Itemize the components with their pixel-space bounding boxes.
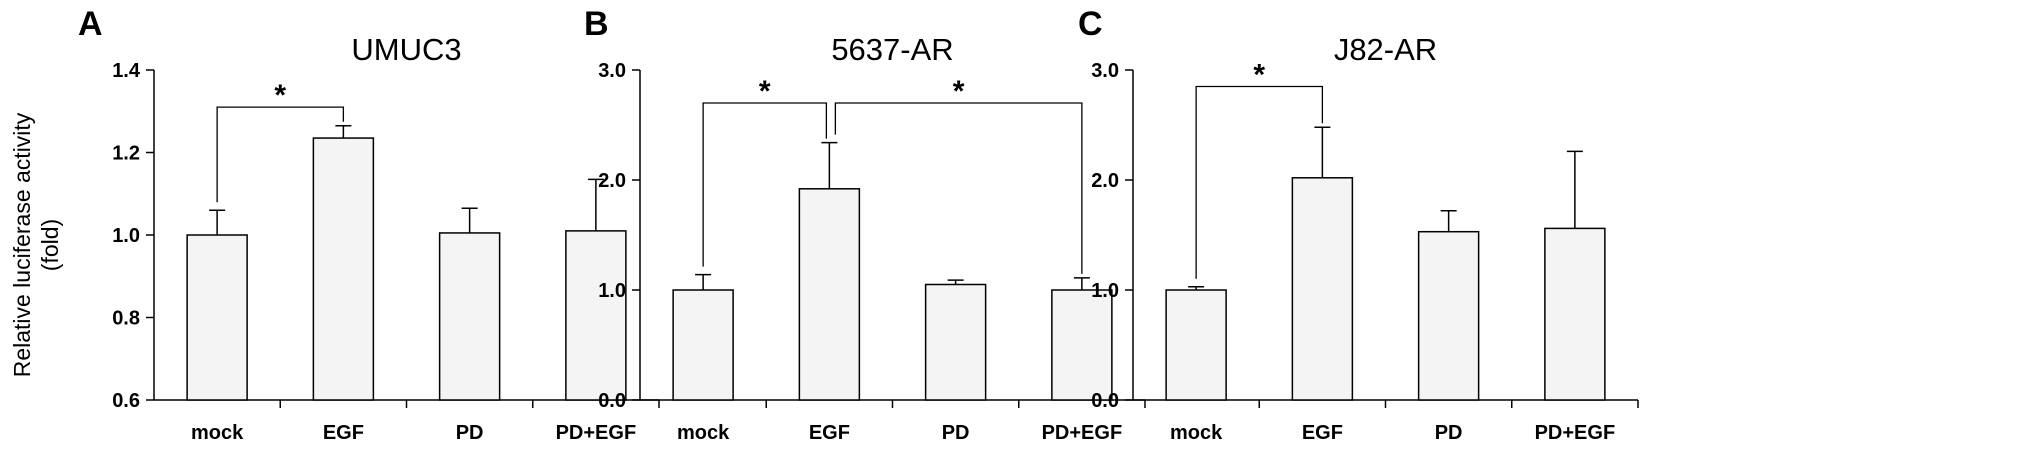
x-tick-label: EGF: [1302, 422, 1343, 444]
bar: [1291, 177, 1354, 401]
panel-letter: B: [584, 5, 609, 43]
panels: A UMUC3 0.6 0.8 1.0 1.2 1.4 mock EGF PD PD+EGF * B 56…: [78, 5, 1639, 444]
y-axis-title-line-2: (fold): [37, 219, 63, 271]
bar: [438, 232, 501, 401]
y-tick-label: 3.0: [1091, 60, 1119, 82]
bar: [924, 283, 987, 401]
chart-title: UMUC3: [351, 32, 461, 67]
chart-title: 5637-AR: [831, 32, 953, 67]
significance-star: *: [759, 75, 771, 108]
y-tick-label: 0.6: [112, 390, 140, 412]
x-tick-label: PD+EGF: [556, 422, 637, 444]
chart-panel-a: A UMUC3 0.6 0.8 1.0 1.2 1.4 mock EGF PD PD+EGF *: [78, 5, 660, 444]
bar: [1165, 289, 1227, 401]
significance-star: *: [953, 75, 965, 108]
y-tick-label: 2.0: [598, 170, 626, 192]
bar: [672, 289, 734, 401]
chart-panel-b: B 5637-AR 0.0 1.0 2.0 3.0 mock EGF PD PD+EGF * *: [584, 5, 1146, 444]
y-tick-label: 1.2: [112, 143, 140, 165]
y-tick-label: 1.4: [112, 60, 141, 82]
bar: [1544, 227, 1606, 401]
y-tick-label: 1.0: [112, 225, 140, 247]
significance-bracket: [1195, 85, 1324, 279]
bar: [312, 137, 375, 401]
panel-letter: C: [1078, 5, 1103, 43]
y-tick-label: 0.8: [112, 308, 140, 330]
bar: [186, 234, 248, 401]
x-tick-label: PD: [942, 422, 970, 444]
panel-letter: A: [78, 5, 103, 43]
x-tick-label: EGF: [809, 422, 850, 444]
bar: [798, 188, 861, 401]
y-tick-label: 2.0: [1091, 170, 1119, 192]
significance-star: *: [274, 79, 286, 112]
significance-bracket: [702, 102, 828, 267]
y-axis-title-line-1: Relative luciferase activity: [9, 112, 35, 377]
significance-bracket: [834, 102, 1083, 274]
x-tick-label: PD: [456, 422, 484, 444]
x-tick-label: mock: [191, 422, 244, 444]
significance-bracket: [216, 106, 345, 203]
y-tick-label: 0.0: [598, 390, 626, 412]
y-axis-title: Relative luciferase activity (fold): [9, 112, 63, 377]
bar: [1051, 289, 1113, 401]
x-tick-label: PD+EGF: [1042, 422, 1123, 444]
x-tick-label: mock: [1170, 422, 1223, 444]
chart-title: J82-AR: [1334, 32, 1437, 67]
x-tick-label: PD: [1435, 422, 1463, 444]
y-tick-label: 1.0: [1091, 280, 1119, 302]
x-tick-label: EGF: [323, 422, 364, 444]
bar: [1417, 230, 1480, 401]
significance-star: *: [1253, 59, 1265, 92]
y-tick-label: 3.0: [598, 60, 626, 82]
chart-panel-c: C J82-AR 0.0 1.0 2.0 3.0 mock EGF PD PD+EGF *: [1078, 5, 1639, 444]
y-tick-label: 1.0: [598, 280, 626, 302]
y-tick-label: 0.0: [1091, 390, 1119, 412]
bar: [565, 230, 627, 401]
x-tick-label: mock: [677, 422, 730, 444]
x-tick-label: PD+EGF: [1535, 422, 1616, 444]
